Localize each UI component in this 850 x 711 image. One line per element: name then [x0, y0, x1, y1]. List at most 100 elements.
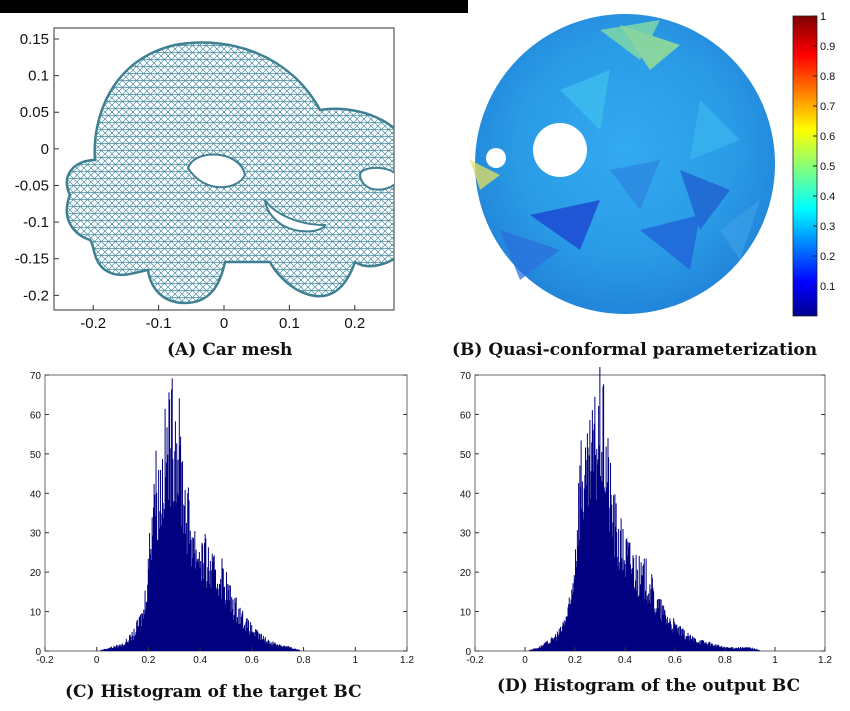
panel-d-histogram-bar: [628, 546, 630, 651]
panel-c-histogram-bar: [246, 618, 248, 651]
panel-d-histogram-bar: [643, 564, 645, 651]
panel-d-histogram-bar: [696, 641, 698, 651]
panel-d-histogram-bar: [651, 574, 653, 651]
panel-d-histogram-bar: [544, 644, 546, 651]
panel-c-histogram-bar: [287, 646, 289, 651]
panel-c-histogram-bar: [199, 567, 201, 651]
panel-c-histogram-bar: [106, 649, 108, 651]
panel-c-histogram-bar: [185, 522, 187, 651]
panel-c-histogram-bar: [271, 645, 273, 651]
panel-d-histogram-bar: [739, 648, 741, 651]
panel-d-histogram-bar: [535, 648, 536, 651]
panel-c-histogram-bar: [257, 631, 259, 651]
panel-d-histogram-bar: [570, 599, 572, 651]
panel-c-histogram-bar: [289, 647, 291, 651]
panel-d-histogram-bar: [584, 475, 586, 651]
panel-d-histogram-bar: [718, 646, 720, 651]
colorbar-tick-label: 0.9: [820, 41, 835, 53]
panel-c-histogram-bar: [213, 555, 215, 651]
panel-c-histogram-bar: [284, 645, 286, 651]
panel-d-histogram-bar: [624, 564, 626, 651]
panel-d-histogram-bar: [563, 624, 565, 651]
panel-d-histogram-bar: [756, 648, 758, 651]
panel-c-histogram-bar: [138, 626, 140, 651]
panel-d-histogram-bar: [695, 643, 697, 651]
panel-c-histogram-bar: [203, 578, 205, 651]
panel-c-histogram-bar: [115, 646, 117, 651]
panel-d-xtick-label: 1.2: [818, 655, 832, 666]
panel-c-histogram-bar: [198, 551, 200, 651]
panel-c-histogram-bar: [222, 567, 224, 651]
panel-c-histogram-bar: [169, 399, 171, 651]
panel-d-histogram-bar: [620, 518, 622, 651]
panel-d-histogram-bar: [620, 530, 621, 651]
colorbar-tick-label: 0.5: [820, 161, 835, 173]
panel-c-histogram-bar: [126, 642, 128, 651]
panel-d-histogram-bar: [531, 649, 533, 651]
panel-d-histogram-bar: [731, 648, 733, 651]
panel-c-histogram-bar: [209, 584, 211, 651]
panel-d-histogram-bar: [591, 410, 593, 651]
panel-d-histogram-bar: [583, 488, 585, 651]
panel-d-ytick-label: 50: [460, 450, 472, 461]
panel-c-histogram-bar: [189, 530, 191, 651]
panel-d-histogram-bar: [708, 642, 710, 651]
panel-d-histogram-bar: [561, 631, 563, 651]
panel-d-histogram-bar: [744, 647, 746, 651]
panel-d-histogram-bar: [679, 625, 681, 651]
panel-d-histogram-bar: [689, 635, 691, 651]
panel-d-histogram-bar: [616, 556, 618, 651]
panel-d-histogram-bar: [554, 636, 556, 651]
panel-d-histogram-bar: [635, 580, 636, 651]
panel-d-histogram-bar: [578, 539, 580, 651]
panel-c-histogram-bar: [244, 630, 246, 651]
panel-d-histogram-bar: [708, 641, 710, 651]
panel-d-histogram-bar: [573, 575, 575, 651]
panel-d-histogram-bar: [600, 480, 602, 651]
panel-d-histogram-bar: [614, 494, 616, 651]
panel-d-histogram-bar: [595, 500, 597, 651]
panel-d-histogram-bar: [676, 628, 678, 651]
panel-d-histogram-bar: [729, 647, 731, 651]
panel-c-histogram-bar: [270, 644, 272, 651]
panel-d-histogram-bar: [555, 634, 556, 651]
panel-c-histogram-bar: [158, 528, 160, 651]
panel-d-histogram-bar: [700, 640, 702, 651]
panel-c-histogram-bar: [293, 648, 295, 651]
panel-c-histogram-bar: [118, 647, 120, 651]
panel-c-histogram-bar: [269, 641, 271, 651]
panel-c-histogram-bar: [198, 558, 200, 651]
colorbar-tick-label: 0.6: [820, 131, 835, 143]
panel-d-histogram-bar: [721, 645, 723, 651]
panel-d-histogram-bar: [556, 631, 558, 651]
panel-d-histogram-bar: [706, 643, 708, 651]
panel-d-histogram-bar: [618, 529, 620, 651]
panel-d-histogram-bar: [591, 442, 593, 651]
panel-c-histogram-bar: [245, 622, 247, 651]
panel-c-histogram-bar: [158, 469, 160, 651]
panel-c-histogram-bar: [261, 640, 263, 651]
panel-d-histogram-bar: [737, 648, 739, 651]
panel-d-histogram-bar: [611, 504, 613, 651]
panel-d-histogram-bar: [625, 539, 627, 651]
panel-d-histogram-bar: [713, 646, 715, 651]
panel-d-histogram-bar: [587, 447, 589, 651]
panel-d-histogram-bar: [714, 644, 716, 651]
panel-c-histogram-bar: [125, 638, 127, 651]
panel-c-histogram-bar: [258, 639, 260, 651]
panel-d-histogram-bar: [711, 643, 713, 651]
panel-c-histogram-bar: [258, 633, 260, 651]
panel-d-histogram-bar: [695, 638, 696, 651]
panel-d-histogram-bar: [748, 647, 750, 651]
panel-d-histogram-bar: [641, 574, 643, 651]
panel-d-ytick-label: 40: [460, 489, 472, 500]
panel-d-histogram-bar: [660, 599, 662, 651]
panel-d-histogram-bar: [548, 643, 550, 651]
panel-d-histogram-bar: [670, 621, 671, 651]
panel-d-histogram-bar: [749, 647, 751, 651]
panel-c-histogram-bar: [206, 581, 208, 651]
panel-d-histogram-bar: [650, 589, 652, 651]
panel-c-histogram-bar: [276, 644, 278, 651]
panel-c-histogram-bar: [111, 647, 113, 651]
panel-c-histogram-bar: [242, 610, 244, 651]
